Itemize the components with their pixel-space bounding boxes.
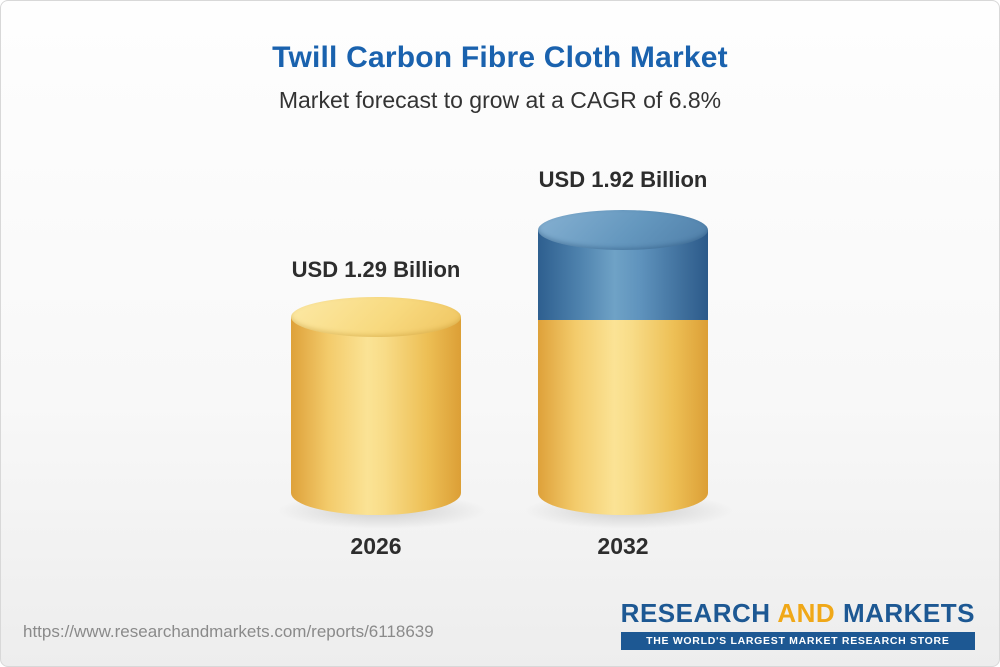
bar-2026-body bbox=[291, 317, 461, 515]
researchandmarkets-logo: RESEARCH AND MARKETS THE WORLD'S LARGEST… bbox=[620, 598, 975, 650]
bar-2032-top-face bbox=[538, 210, 708, 250]
bar-2026-top-face bbox=[291, 297, 461, 337]
bar-2026 bbox=[277, 297, 487, 529]
chart-subtitle: Market forecast to grow at a CAGR of 6.8… bbox=[278, 87, 722, 113]
logo-word-markets: MARKETS bbox=[842, 598, 975, 628]
chart-title: Twill Carbon Fibre Cloth Market bbox=[272, 41, 728, 74]
logo-word-research: RESEARCH bbox=[620, 598, 771, 628]
axis-label-2032: 2032 bbox=[597, 533, 649, 559]
logo-word-and: AND bbox=[777, 598, 836, 628]
value-label-2032: USD 1.92 Billion bbox=[538, 167, 708, 192]
value-label-2026: USD 1.29 Billion bbox=[291, 257, 461, 282]
logo-tagline: THE WORLD'S LARGEST MARKET RESEARCH STOR… bbox=[620, 632, 975, 650]
bar-2032-base-segment bbox=[538, 320, 708, 515]
axis-label-2026: 2026 bbox=[350, 533, 402, 559]
logo-wordmark: RESEARCH AND MARKETS bbox=[621, 598, 975, 629]
bar-2032 bbox=[524, 210, 734, 529]
report-url: https://www.researchandmarkets.com/repor… bbox=[23, 622, 434, 641]
